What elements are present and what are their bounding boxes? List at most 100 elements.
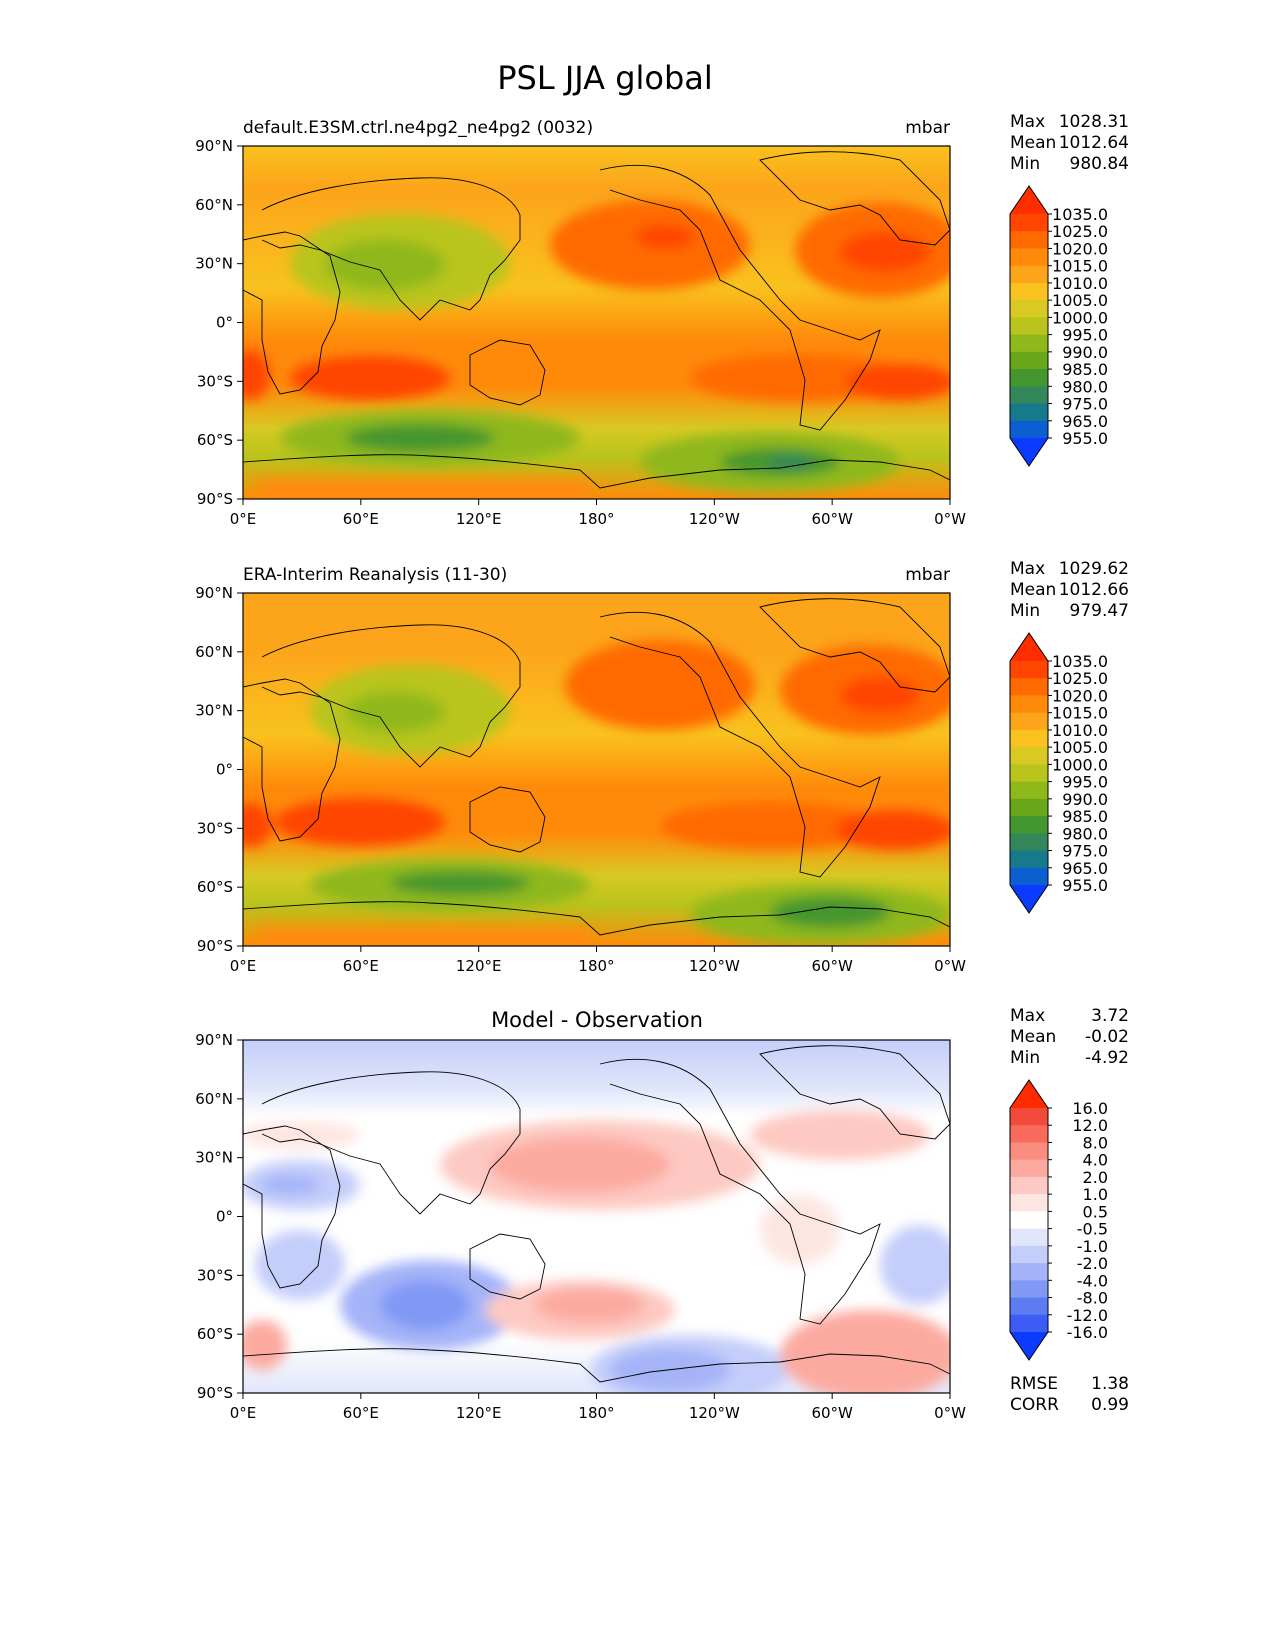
y-tick-label: 60°N — [195, 1090, 233, 1108]
colorbar-segment — [1010, 712, 1048, 731]
colorbar-label: 980.0 — [1062, 377, 1108, 396]
colorbar-segment — [1010, 231, 1048, 249]
colorbar-segment — [1010, 300, 1048, 318]
colorbar-label: 995.0 — [1062, 326, 1108, 345]
colorbar-label: 965.0 — [1062, 859, 1108, 878]
y-tick-label: 30°S — [197, 819, 233, 837]
panel-model-colorbar: 1035.01025.01020.01015.01010.01005.01000… — [1009, 185, 1108, 467]
x-tick-label: 60°W — [811, 957, 853, 975]
colorbar-segment — [1010, 816, 1048, 834]
x-tick-label: 120°W — [689, 510, 740, 528]
y-tick-label: 90°S — [197, 1384, 233, 1402]
stat-max-value: 1029.62 — [1059, 559, 1129, 579]
panel-diff-coastlines — [243, 1045, 950, 1383]
x-tick-label: 60°E — [343, 1404, 379, 1422]
panel-obs-coastlines — [243, 598, 950, 936]
colorbar-label: -12.0 — [1067, 1306, 1108, 1325]
colorbar-label: 1010.0 — [1052, 274, 1108, 293]
panel-diff-axes: 0°E 60°E 120°E 180° 120°W 60°W 0°W 90°N 60°N 30°N… — [195, 1031, 966, 1422]
panel-model-field — [243, 146, 950, 499]
stat-mean-label: Mean — [1010, 1027, 1056, 1047]
y-tick-label: 90°N — [195, 1031, 233, 1049]
colorbar-label: 955.0 — [1062, 429, 1108, 448]
x-tick-label: 0°W — [934, 957, 966, 975]
x-tick-label: 60°E — [343, 510, 379, 528]
y-tick-label: 30°S — [197, 1266, 233, 1284]
stat-mean-value: -0.02 — [1085, 1027, 1129, 1047]
panel-obs-field — [243, 593, 950, 946]
stat-min-value: 979.47 — [1070, 601, 1129, 621]
stat-mean-label: Mean — [1010, 580, 1056, 600]
colorbar-segment — [1010, 1159, 1048, 1178]
colorbar-label: 1015.0 — [1052, 704, 1108, 723]
colorbar-label: 995.0 — [1062, 773, 1108, 792]
y-tick-label: 30°N — [195, 1149, 233, 1167]
colorbar-segment — [1010, 1125, 1048, 1143]
colorbar-segment — [1010, 695, 1048, 714]
colorbar-label: -8.0 — [1077, 1289, 1108, 1308]
colorbar-segment — [1010, 1280, 1048, 1299]
colorbar-segment — [1010, 1314, 1048, 1333]
stat-max-label: Max — [1010, 1006, 1045, 1026]
colorbar-segment — [1010, 833, 1048, 852]
colorbar-label: 990.0 — [1062, 790, 1108, 809]
y-tick-label: 60°S — [197, 431, 233, 449]
colorbar-label: -0.5 — [1077, 1220, 1108, 1239]
y-tick-label: 0° — [216, 1208, 233, 1226]
y-tick-label: 30°N — [195, 255, 233, 273]
colorbar-label: 8.0 — [1083, 1133, 1108, 1152]
x-tick-label: 120°E — [456, 957, 502, 975]
colorbar-label: 1015.0 — [1052, 257, 1108, 276]
y-tick-label: 30°N — [195, 702, 233, 720]
x-tick-label: 180° — [578, 510, 614, 528]
colorbar-segment — [1010, 386, 1048, 405]
colorbar-label: 965.0 — [1062, 412, 1108, 431]
figure-title: PSL JJA global — [497, 59, 713, 97]
panel-model-stats: Max 1028.31 Mean 1012.64 Min 980.84 — [1010, 112, 1129, 174]
panel-model-axes: 0°E 60°E 120°E 180° 120°W 60°W 0°W 90°N 60°N 30°N… — [195, 137, 966, 528]
y-tick-label: 90°N — [195, 137, 233, 155]
stat-max-value: 3.72 — [1091, 1006, 1129, 1026]
colorbar-label: 1000.0 — [1052, 755, 1108, 774]
colorbar-segment — [1010, 1142, 1048, 1161]
panel-obs-title: ERA-Interim Reanalysis (11-30) — [243, 565, 507, 585]
colorbar-label: 1020.0 — [1052, 239, 1108, 258]
y-tick-label: 60°N — [195, 643, 233, 661]
colorbar-label: 975.0 — [1062, 842, 1108, 861]
panel-diff-field — [243, 1040, 950, 1393]
colorbar-segment — [1010, 781, 1048, 800]
y-tick-label: 90°S — [197, 490, 233, 508]
colorbar-label: 2.0 — [1083, 1168, 1108, 1187]
x-tick-label: 0°E — [230, 510, 257, 528]
colorbar-label: 1020.0 — [1052, 686, 1108, 705]
colorbar-segment — [1010, 403, 1048, 422]
x-tick-label: 0°W — [934, 1404, 966, 1422]
colorbar-label: 955.0 — [1062, 876, 1108, 895]
colorbar-segment — [1010, 1211, 1048, 1230]
colorbar-extend-bottom — [1010, 1332, 1048, 1360]
colorbar-segment — [1010, 351, 1048, 370]
colorbar-segment — [1010, 1297, 1048, 1316]
colorbar-label: 1005.0 — [1052, 291, 1108, 310]
colorbar-segment — [1010, 798, 1048, 817]
stat-corr-value: 0.99 — [1091, 1395, 1129, 1415]
panel-model: default.E3SM.ctrl.ne4pg2_ne4pg2 (0032) m… — [195, 112, 1129, 528]
colorbar-label: 1000.0 — [1052, 308, 1108, 327]
colorbar-extend-bottom — [1010, 885, 1048, 913]
x-tick-label: 60°W — [811, 510, 853, 528]
x-tick-label: 0°E — [230, 957, 257, 975]
y-tick-label: 30°S — [197, 372, 233, 390]
colorbar-segment — [1010, 1245, 1048, 1264]
stat-rmse-label: RMSE — [1010, 1374, 1058, 1394]
colorbar-segment — [1010, 1228, 1048, 1247]
colorbar-segment — [1010, 265, 1048, 284]
panel-obs: ERA-Interim Reanalysis (11-30) mbar — [195, 559, 1129, 975]
colorbar-label: 1010.0 — [1052, 721, 1108, 740]
colorbar-segment — [1010, 747, 1048, 765]
colorbar-label: 4.0 — [1083, 1151, 1108, 1170]
colorbar-segment — [1010, 248, 1048, 267]
colorbar-segment — [1010, 1263, 1048, 1281]
colorbar-label: 16.0 — [1072, 1099, 1108, 1118]
colorbar-label: 1.0 — [1083, 1185, 1108, 1204]
stat-mean-value: 1012.66 — [1059, 580, 1129, 600]
